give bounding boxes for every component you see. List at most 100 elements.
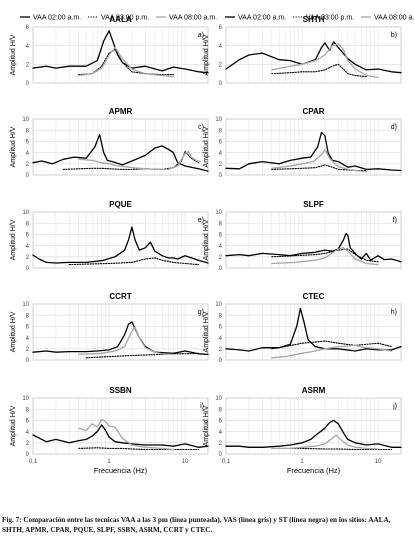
y-tick-label: 4 <box>219 430 223 436</box>
y-tick-label: 2 <box>219 347 223 353</box>
y-tick-label: 10 <box>215 396 222 402</box>
chart-panel-cpar: CPAR 0 2 4 6 8 10 Amplitud H/V d) <box>203 107 402 179</box>
y-tick-label: 2 <box>26 255 30 261</box>
series-line <box>32 134 209 172</box>
y-tick-label: 6 <box>219 140 223 146</box>
y-tick-label: 2 <box>26 347 30 353</box>
y-tick-label: 2 <box>26 63 30 69</box>
y-tick-label: 6 <box>219 325 223 331</box>
series-line <box>78 326 174 356</box>
series-line <box>78 447 200 451</box>
series-line <box>225 307 402 352</box>
series-line <box>271 43 379 79</box>
y-tick-label: 10 <box>215 210 222 216</box>
panel-letter: h) <box>391 309 397 316</box>
y-tick-label: 4 <box>219 44 223 50</box>
y-tick-label: 4 <box>219 244 223 250</box>
plot-frame <box>225 397 402 455</box>
plot-frame <box>32 397 209 455</box>
panel-letter: c) <box>198 124 204 131</box>
y-tick-label: 6 <box>219 419 223 425</box>
series-line <box>78 418 174 451</box>
y-tick-label: 10 <box>22 117 29 123</box>
y-tick-label: 10 <box>22 396 29 402</box>
y-axis-label: Amplitud H/V <box>10 126 17 167</box>
y-tick-label: 8 <box>26 128 30 134</box>
series-line <box>271 149 367 173</box>
y-tick-label: 8 <box>219 313 223 319</box>
y-tick-label: 6 <box>26 419 30 425</box>
legend-top-left: VAA 02:00 a.m. VAA 03:00 p.m. VAA 08:00 a.… <box>20 15 217 22</box>
y-axis-label: Amplitud H/V <box>203 126 210 167</box>
y-tick-label: 0 <box>26 81 30 87</box>
y-tick-label: 6 <box>26 325 30 331</box>
panel-letter: i) <box>200 403 204 410</box>
y-tick-label: 0 <box>219 173 223 179</box>
panel-title: CTEC <box>303 292 325 301</box>
x-tick-label: 1 <box>300 459 304 465</box>
y-tick-label: 10 <box>215 117 222 123</box>
chart-panel-ctec: CTEC 0 2 4 6 8 10 Amplitud H/V h) <box>203 292 402 364</box>
plot-frame <box>32 118 209 176</box>
panel-title: AALA <box>109 15 131 24</box>
x-tick-label: 0,1 <box>29 459 38 465</box>
panel-title: SSBN <box>109 386 131 395</box>
y-tick-label: 0 <box>219 358 223 364</box>
y-tick-label: 6 <box>219 25 223 31</box>
panel-title: ASRM <box>302 386 326 395</box>
legend-label: VAA 03:00 p.m. <box>306 15 354 22</box>
series-line <box>271 63 367 78</box>
series-line <box>225 41 402 74</box>
panel-letter: j) <box>392 403 397 410</box>
y-axis-label: Amplitud H/V <box>203 311 210 352</box>
series-line <box>271 434 379 450</box>
y-axis-label: Amplitud H/V <box>10 34 17 75</box>
y-tick-label: 2 <box>26 441 30 447</box>
y-axis-label: Amplitud H/V <box>203 219 210 260</box>
y-tick-label: 4 <box>26 336 30 342</box>
x-tick-label: 0,1 <box>222 459 231 465</box>
chart-panel-slpf: SLPF 0 2 4 6 8 10 Amplitud H/V f) <box>203 200 402 272</box>
series-line <box>271 248 379 263</box>
x-tick-label: 10 <box>182 459 189 465</box>
legend-label: VAA 08:00 a.m. <box>374 15 414 22</box>
y-tick-label: 8 <box>26 313 30 319</box>
plot-frame <box>225 118 402 176</box>
y-tick-label: 2 <box>219 441 223 447</box>
y-tick-label: 8 <box>219 407 223 413</box>
legend-label: VAA 08:00 a.m. <box>169 15 217 22</box>
series-line <box>78 46 174 78</box>
y-tick-label: 0 <box>26 452 30 458</box>
y-tick-label: 4 <box>26 430 30 436</box>
y-tick-label: 6 <box>26 25 30 31</box>
x-axis-label: Frecuencia (Hz) <box>94 466 148 475</box>
x-tick-label: 1 <box>107 459 111 465</box>
plot-frame <box>32 303 209 361</box>
chart-panel-shth: SHTH 0 2 4 6 Amplitud H/V b) <box>203 15 402 87</box>
y-tick-label: 0 <box>26 358 30 364</box>
plot-frame <box>225 26 402 84</box>
y-tick-label: 2 <box>219 162 223 168</box>
series-line <box>32 226 209 264</box>
panel-title: CCRT <box>109 292 131 301</box>
x-tick-label: 10 <box>375 459 382 465</box>
y-tick-label: 0 <box>219 81 223 87</box>
x-axis-label: Frecuencia (Hz) <box>287 466 341 475</box>
y-tick-label: 6 <box>219 233 223 239</box>
series-line <box>271 247 379 266</box>
plot-frame <box>225 211 402 269</box>
panel-letter: a) <box>198 32 204 39</box>
y-tick-label: 4 <box>26 244 30 250</box>
y-tick-label: 10 <box>22 302 29 308</box>
y-tick-label: 4 <box>26 151 30 157</box>
y-axis-label: Amplitud H/V <box>10 219 17 260</box>
y-tick-label: 10 <box>215 302 222 308</box>
y-axis-label: Amplitud H/V <box>10 311 17 352</box>
panel-title: CPAR <box>302 107 324 116</box>
